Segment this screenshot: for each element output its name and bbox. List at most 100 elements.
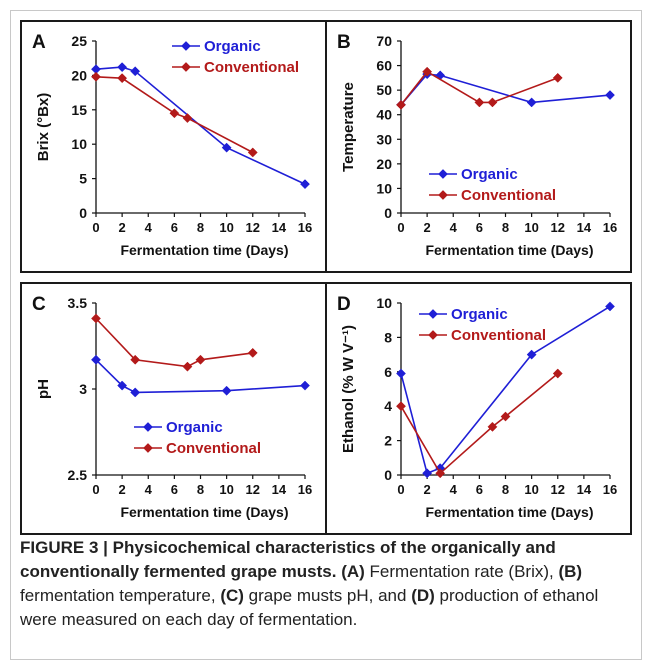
y-tick-label: 3 bbox=[79, 381, 87, 397]
data-point bbox=[300, 179, 310, 190]
data-point bbox=[247, 147, 258, 158]
y-tick-label: 10 bbox=[376, 295, 392, 311]
x-axis-label: Fermentation time (Days) bbox=[425, 504, 593, 520]
y-tick-label: 20 bbox=[376, 156, 392, 172]
legend-label: Organic bbox=[204, 38, 261, 55]
data-point bbox=[117, 73, 128, 84]
y-tick-label: 40 bbox=[376, 107, 392, 123]
chart-panel-a: A 0 5 10 15 20 25 0 2 4 6 8 10 12 14 16 Fermentation tim… bbox=[20, 20, 327, 273]
y-tick-label: 8 bbox=[384, 329, 392, 345]
data-point bbox=[526, 349, 537, 360]
x-tick-label: 2 bbox=[424, 482, 431, 497]
x-tick-label: 14 bbox=[577, 482, 592, 497]
x-tick-label: 10 bbox=[524, 482, 538, 497]
data-point bbox=[474, 97, 485, 108]
x-axis-label: Fermentation time (Days) bbox=[425, 242, 593, 258]
y-tick-label: 2 bbox=[384, 433, 392, 449]
chart-panel-b: B 0 10 20 30 40 50 60 70 0 2 4 6 8 10 12 14 16 Fermentatio… bbox=[325, 20, 632, 273]
y-axis-label: Temperature bbox=[340, 82, 357, 172]
y-axis-label: Brix (°Bx) bbox=[35, 93, 52, 162]
y-tick-label: 50 bbox=[376, 82, 392, 98]
x-tick-label: 12 bbox=[246, 482, 260, 497]
panel-letter: A bbox=[32, 32, 46, 53]
data-point bbox=[526, 97, 537, 108]
series-conventional bbox=[91, 71, 258, 158]
data-point bbox=[169, 108, 180, 119]
data-point bbox=[487, 97, 498, 108]
y-tick-label: 10 bbox=[376, 180, 392, 196]
y-tick-label: 0 bbox=[384, 205, 392, 221]
y-tick-label: 6 bbox=[384, 364, 392, 380]
y-axis-label: pH bbox=[35, 379, 52, 399]
x-tick-label: 4 bbox=[450, 482, 458, 497]
data-point bbox=[91, 313, 101, 324]
x-tick-label: 0 bbox=[92, 220, 99, 235]
data-point bbox=[117, 62, 128, 73]
y-tick-label: 10 bbox=[71, 136, 87, 152]
data-point bbox=[195, 354, 206, 365]
y-tick-label: 20 bbox=[71, 67, 87, 83]
legend-label: Conventional bbox=[204, 59, 299, 76]
data-point bbox=[552, 72, 563, 83]
data-point bbox=[396, 368, 406, 379]
figure-caption: FIGURE 3 | Physicochemical characteristi… bbox=[20, 536, 632, 632]
x-tick-label: 2 bbox=[119, 220, 126, 235]
x-tick-label: 2 bbox=[424, 220, 431, 235]
caption-text-d: production of ethanol were measured on e… bbox=[20, 586, 599, 629]
panel-letter: B bbox=[337, 32, 351, 53]
caption-label-d: (D) bbox=[411, 586, 435, 605]
x-tick-label: 16 bbox=[603, 220, 617, 235]
legend-marker bbox=[438, 190, 448, 200]
data-point bbox=[487, 421, 498, 432]
legend-marker bbox=[428, 330, 438, 340]
y-tick-label: 0 bbox=[79, 205, 87, 221]
series-conventional bbox=[91, 313, 258, 372]
data-point bbox=[300, 380, 310, 391]
x-tick-label: 2 bbox=[119, 482, 126, 497]
legend: Organic Conventional bbox=[134, 419, 261, 457]
legend-marker bbox=[143, 422, 153, 432]
x-tick-label: 4 bbox=[145, 220, 153, 235]
x-tick-label: 12 bbox=[551, 482, 565, 497]
x-tick-label: 6 bbox=[476, 482, 483, 497]
x-tick-label: 10 bbox=[524, 220, 538, 235]
x-tick-label: 10 bbox=[219, 482, 233, 497]
x-tick-label: 4 bbox=[145, 482, 153, 497]
caption-label-a: (A) bbox=[341, 562, 365, 581]
caption-text-a: Fermentation rate (Brix), bbox=[364, 562, 559, 581]
data-point bbox=[422, 66, 433, 77]
x-tick-label: 14 bbox=[577, 220, 592, 235]
series-conventional bbox=[396, 368, 563, 479]
x-tick-label: 14 bbox=[272, 482, 287, 497]
x-tick-label: 6 bbox=[476, 220, 483, 235]
caption-label-b: (B) bbox=[558, 562, 583, 581]
y-tick-label: 25 bbox=[71, 33, 87, 49]
x-tick-label: 0 bbox=[92, 482, 99, 497]
x-tick-label: 12 bbox=[551, 220, 565, 235]
legend-label: Conventional bbox=[461, 187, 556, 204]
series-line bbox=[400, 372, 559, 475]
x-tick-label: 12 bbox=[246, 220, 260, 235]
y-tick-label: 4 bbox=[384, 398, 392, 414]
y-tick-label: 2.5 bbox=[68, 467, 88, 483]
data-point bbox=[182, 113, 193, 124]
legend-marker bbox=[143, 443, 153, 453]
data-point bbox=[396, 99, 406, 110]
data-point bbox=[435, 468, 446, 479]
series-organic bbox=[91, 62, 310, 190]
legend-label: Organic bbox=[461, 166, 518, 183]
data-point bbox=[117, 380, 128, 391]
legend: Organic Conventional bbox=[172, 38, 299, 76]
x-tick-label: 4 bbox=[450, 220, 458, 235]
series-organic bbox=[91, 354, 310, 398]
legend: Organic Conventional bbox=[429, 166, 556, 204]
legend-marker bbox=[181, 62, 191, 72]
data-point bbox=[182, 361, 193, 372]
x-tick-label: 10 bbox=[219, 220, 233, 235]
y-tick-label: 30 bbox=[376, 131, 392, 147]
data-point bbox=[552, 368, 563, 379]
y-tick-label: 60 bbox=[376, 58, 392, 74]
data-point bbox=[422, 468, 433, 479]
x-axis-label: Fermentation time (Days) bbox=[120, 504, 288, 520]
y-tick-label: 15 bbox=[71, 102, 87, 118]
